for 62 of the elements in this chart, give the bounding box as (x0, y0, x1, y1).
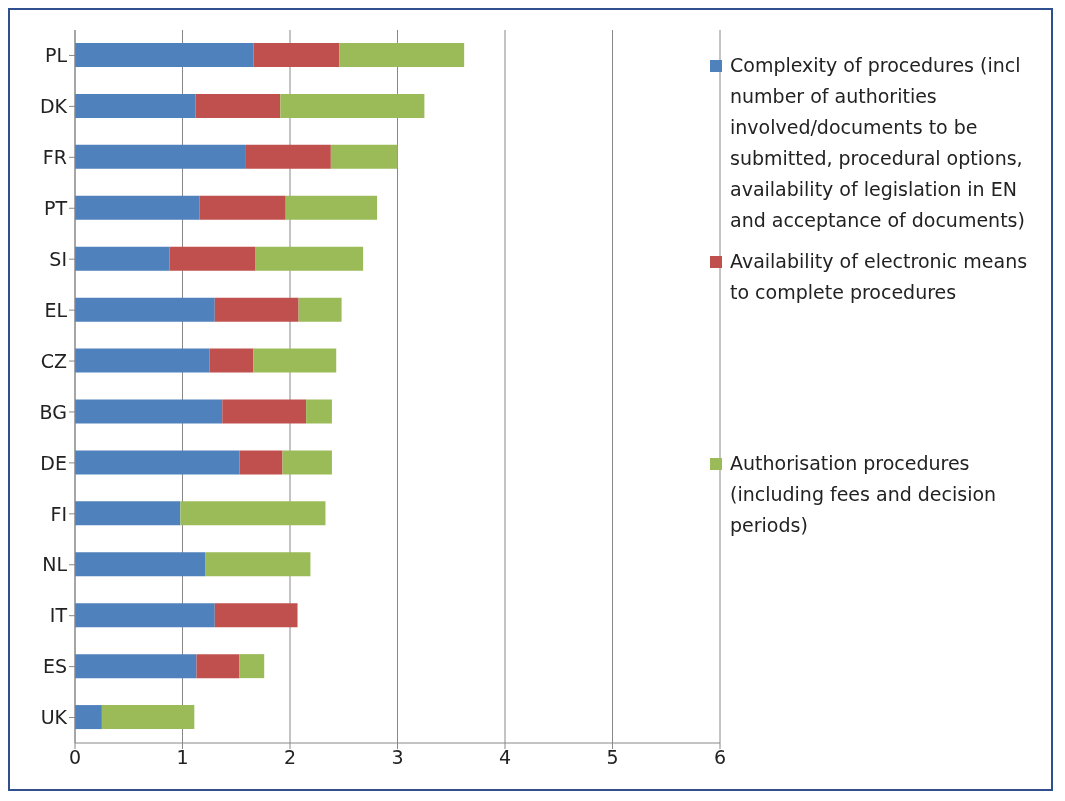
y-tick-label: EL (44, 298, 68, 321)
y-tick-label: UK (40, 706, 68, 729)
bar (239, 450, 283, 475)
bar (285, 195, 378, 220)
bar (222, 399, 307, 424)
bar (75, 705, 102, 730)
bar (75, 246, 170, 271)
y-tick-label: FR (42, 146, 67, 169)
bar (75, 501, 181, 526)
bar (75, 654, 197, 679)
bar (75, 43, 254, 67)
bar (214, 297, 299, 322)
y-tick-label: FI (50, 502, 67, 525)
y-tick-label: SI (49, 247, 67, 270)
bar (339, 43, 465, 67)
bar (209, 348, 254, 373)
y-tick-label: IT (49, 604, 68, 627)
y-tick-label: DK (39, 95, 68, 118)
y-tick-label: NL (42, 553, 68, 576)
bar (214, 603, 298, 628)
bar (75, 399, 223, 424)
bar (101, 705, 195, 730)
y-tick-label: CZ (40, 349, 67, 372)
bar (75, 93, 196, 118)
x-tick-label: 0 (68, 746, 82, 769)
bar (75, 144, 246, 169)
bar (245, 144, 331, 169)
bar (180, 501, 326, 526)
y-tick-label: PT (43, 196, 68, 219)
bar (255, 246, 364, 271)
x-tick-label: 3 (391, 746, 404, 769)
bar (205, 552, 311, 577)
x-tick-label: 5 (606, 746, 619, 769)
y-tick-label: PL (44, 44, 68, 67)
legend-label: Authorisation procedures (including fees and decision periods) (730, 451, 998, 538)
x-tick-label: 6 (713, 746, 727, 769)
bar (75, 297, 215, 322)
bar (306, 399, 332, 424)
bar (282, 450, 332, 475)
bar (169, 246, 256, 271)
bar (75, 195, 200, 220)
bar (75, 348, 210, 373)
y-tick-label: DE (40, 451, 67, 474)
y-tick-label: ES (42, 655, 67, 678)
legend-label: Complexity of procedures (incl number of authorities involved/documents to be submitted, procedural options, availability of legislation in EN and acceptance of documents) (730, 53, 1026, 233)
bar (239, 654, 265, 679)
bar (195, 93, 281, 118)
bar (75, 450, 240, 475)
bar (253, 348, 337, 373)
x-tick-label: 1 (176, 746, 189, 769)
bar (199, 195, 286, 220)
bar (75, 552, 206, 577)
x-tick-label: 4 (498, 746, 512, 769)
bar (330, 144, 398, 169)
y-tick-label: BG (39, 400, 67, 423)
bar (75, 603, 215, 628)
x-tick-label: 2 (283, 746, 297, 769)
bar (280, 93, 425, 118)
legend-label: Availability of electronic means to complete procedures (730, 249, 1029, 305)
bar (196, 654, 240, 679)
bar (298, 297, 342, 322)
bar (253, 43, 340, 67)
